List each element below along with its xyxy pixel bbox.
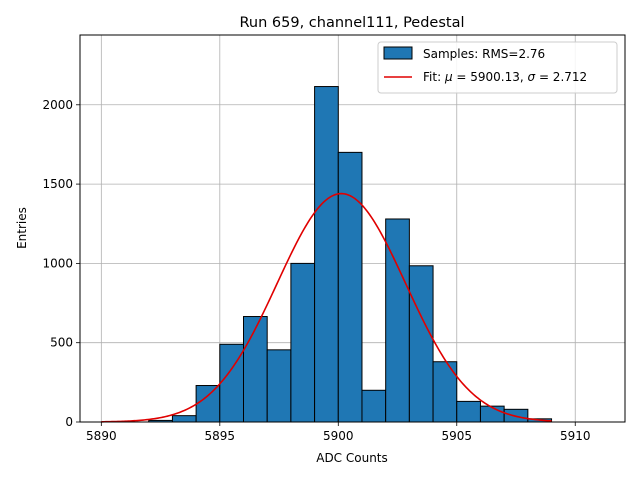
x-tick-label: 5905	[441, 429, 472, 443]
histogram-bar	[337, 151, 363, 423]
histogram-bar	[408, 265, 434, 423]
x-axis-ticks: 5890 5895 5900 5905 5910	[86, 422, 591, 443]
legend-fit-prefix: Fit:	[423, 70, 445, 84]
x-tick-label: 5890	[86, 429, 117, 443]
legend-histogram-label: Samples: RMS=2.76	[423, 47, 545, 61]
x-tick-label: 5910	[560, 429, 591, 443]
histogram-bar	[171, 415, 197, 423]
y-tick-label: 1500	[42, 177, 73, 191]
y-tick-label: 500	[50, 336, 73, 350]
histogram-bar	[243, 316, 268, 423]
histogram-bar	[456, 400, 481, 423]
histogram-bars	[148, 86, 553, 423]
legend-fit-mu-value: = 5900.13,	[453, 70, 528, 84]
y-axis-ticks: 0 500 1000 1500 2000	[42, 98, 80, 429]
fit-curve	[101, 192, 552, 423]
histogram-bar	[479, 405, 505, 423]
legend: Samples: RMS=2.76 Fit: μ = 5900.13, σ = …	[377, 41, 618, 94]
legend-fit-sigma-value: = 2.712	[535, 70, 587, 84]
legend-fit-mu-symbol: μ	[444, 70, 453, 84]
histogram-bar	[195, 385, 221, 423]
histogram-bar	[266, 349, 292, 423]
y-tick-label: 0	[65, 415, 73, 429]
chart-title: Run 659, channel111, Pedestal	[239, 15, 464, 31]
y-tick-label: 1000	[42, 256, 73, 270]
histogram-bar	[361, 389, 387, 423]
legend-box	[377, 41, 618, 94]
histogram-bar	[314, 86, 339, 423]
x-tick-label: 5900	[323, 429, 354, 443]
legend-histogram-swatch	[383, 46, 413, 60]
legend-fit-sigma-symbol: σ	[528, 70, 536, 84]
y-tick-label: 2000	[42, 98, 73, 112]
x-tick-label: 5895	[205, 429, 236, 443]
plot-frame	[79, 34, 626, 423]
y-axis-label: Entries	[15, 207, 29, 249]
x-axis-label: ADC Counts	[316, 451, 388, 465]
legend-fit-label: Fit: μ = 5900.13, σ = 2.712	[423, 70, 587, 84]
histogram-bar	[290, 262, 316, 423]
